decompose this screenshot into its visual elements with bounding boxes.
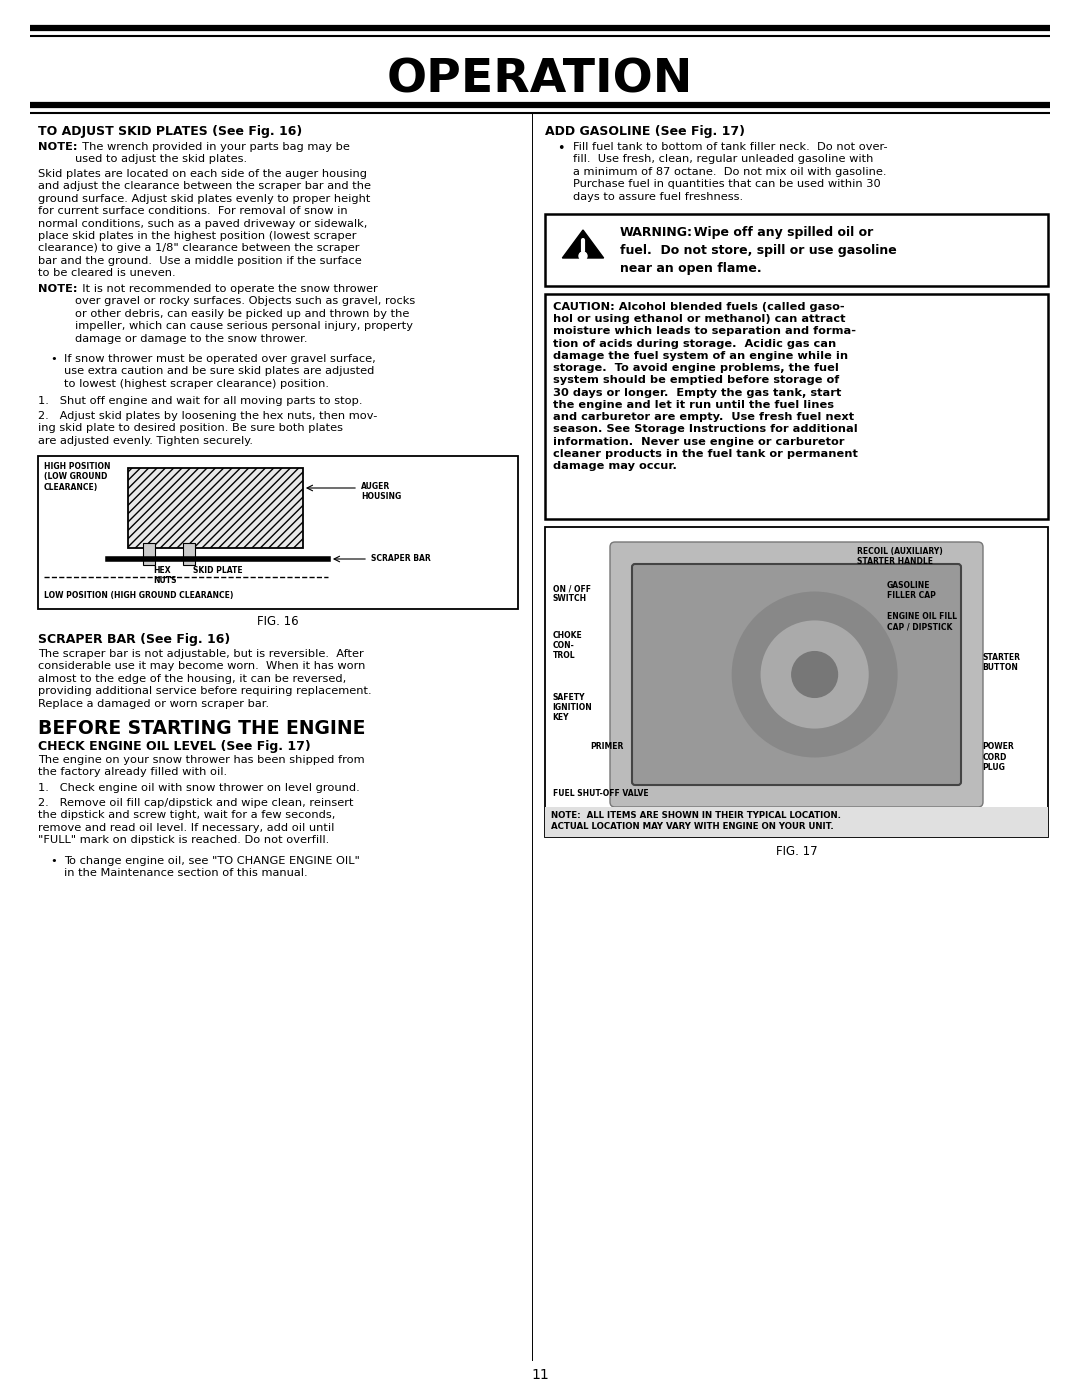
Text: CHOKE
CON-
TROL: CHOKE CON- TROL	[553, 631, 582, 659]
Text: AUGER
HOUSING: AUGER HOUSING	[361, 482, 402, 502]
FancyBboxPatch shape	[610, 542, 983, 807]
Text: The wrench provided in your parts bag may be
used to adjust the skid plates.: The wrench provided in your parts bag ma…	[75, 142, 350, 165]
Text: FIG. 17: FIG. 17	[775, 845, 818, 858]
Text: Fill fuel tank to bottom of tank filler neck.  Do not over-
fill.  Use fresh, cl: Fill fuel tank to bottom of tank filler …	[573, 142, 888, 201]
Text: FIG. 16: FIG. 16	[257, 615, 299, 629]
Text: SAFETY
IGNITION
KEY: SAFETY IGNITION KEY	[553, 693, 592, 722]
Text: BEFORE STARTING THE ENGINE: BEFORE STARTING THE ENGINE	[38, 719, 365, 738]
Circle shape	[579, 251, 588, 260]
Text: Skid plates are located on each side of the auger housing
and adjust the clearan: Skid plates are located on each side of …	[38, 169, 372, 278]
Circle shape	[761, 622, 867, 728]
Circle shape	[792, 651, 837, 697]
Text: 2.   Adjust skid plates by loosening the hex nuts, then mov-
ing skid plate to d: 2. Adjust skid plates by loosening the h…	[38, 411, 377, 446]
Text: •: •	[50, 353, 57, 365]
Text: LOW POSITION (HIGH GROUND CLEARANCE): LOW POSITION (HIGH GROUND CLEARANCE)	[44, 591, 233, 599]
Text: It is not recommended to operate the snow thrower
over gravel or rocky surfaces.: It is not recommended to operate the sno…	[75, 284, 415, 344]
FancyBboxPatch shape	[545, 527, 1048, 837]
FancyBboxPatch shape	[545, 293, 1048, 520]
FancyBboxPatch shape	[545, 214, 1048, 286]
Text: •: •	[50, 856, 57, 866]
FancyBboxPatch shape	[143, 543, 156, 564]
FancyBboxPatch shape	[38, 455, 518, 609]
Text: Wipe off any spilled oil or: Wipe off any spilled oil or	[685, 226, 874, 239]
FancyBboxPatch shape	[129, 468, 303, 548]
Text: WARNING:: WARNING:	[620, 226, 693, 239]
Text: near an open flame.: near an open flame.	[620, 263, 761, 275]
Text: NOTE:: NOTE:	[38, 284, 78, 293]
Text: PRIMER: PRIMER	[591, 742, 623, 752]
Circle shape	[733, 592, 896, 756]
Text: ADD GASOLINE (See Fig. 17): ADD GASOLINE (See Fig. 17)	[545, 124, 745, 138]
Text: To change engine oil, see "TO CHANGE ENGINE OIL"
in the Maintenance section of t: To change engine oil, see "TO CHANGE ENG…	[64, 856, 360, 879]
Text: SKID PLATE: SKID PLATE	[193, 566, 243, 576]
Text: fuel.  Do not store, spill or use gasoline: fuel. Do not store, spill or use gasolin…	[620, 244, 896, 257]
Text: OPERATION: OPERATION	[387, 57, 693, 102]
Text: 11: 11	[531, 1368, 549, 1382]
Text: FUEL SHUT-OFF VALVE: FUEL SHUT-OFF VALVE	[553, 789, 648, 798]
Text: HEX
NUTS: HEX NUTS	[153, 566, 176, 585]
Text: 2.   Remove oil fill cap/dipstick and wipe clean, reinsert
the dipstick and scre: 2. Remove oil fill cap/dipstick and wipe…	[38, 798, 353, 845]
FancyBboxPatch shape	[545, 807, 1048, 837]
Text: NOTE:: NOTE:	[38, 142, 78, 152]
Text: CAUTION: Alcohol blended fuels (called gaso-
hol or using ethanol or methanol) c: CAUTION: Alcohol blended fuels (called g…	[553, 302, 858, 471]
Text: GASOLINE
FILLER CAP: GASOLINE FILLER CAP	[887, 581, 936, 601]
Text: TO ADJUST SKID PLATES (See Fig. 16): TO ADJUST SKID PLATES (See Fig. 16)	[38, 124, 302, 138]
Text: HIGH POSITION
(LOW GROUND
CLEARANCE): HIGH POSITION (LOW GROUND CLEARANCE)	[44, 462, 110, 492]
Text: The engine on your snow thrower has been shipped from
the factory already filled: The engine on your snow thrower has been…	[38, 754, 365, 777]
FancyBboxPatch shape	[632, 564, 961, 785]
Text: ENGINE OIL FILL
CAP / DIPSTICK: ENGINE OIL FILL CAP / DIPSTICK	[887, 612, 957, 631]
Text: •: •	[557, 142, 565, 155]
Text: POWER
CORD
PLUG: POWER CORD PLUG	[983, 742, 1014, 771]
Text: ON / OFF
SWITCH: ON / OFF SWITCH	[553, 584, 591, 604]
Text: SCRAPER BAR: SCRAPER BAR	[372, 555, 431, 563]
Text: RECOIL (AUXILIARY)
STARTER HANDLE: RECOIL (AUXILIARY) STARTER HANDLE	[856, 548, 943, 566]
Text: The scraper bar is not adjustable, but is reversible.  After
considerable use it: The scraper bar is not adjustable, but i…	[38, 650, 372, 708]
Text: SCRAPER BAR (See Fig. 16): SCRAPER BAR (See Fig. 16)	[38, 633, 230, 645]
Text: 1.   Shut off engine and wait for all moving parts to stop.: 1. Shut off engine and wait for all movi…	[38, 395, 363, 407]
Text: If snow thrower must be operated over gravel surface,
use extra caution and be s: If snow thrower must be operated over gr…	[64, 353, 376, 388]
Polygon shape	[563, 231, 604, 258]
Text: CHECK ENGINE OIL LEVEL (See Fig. 17): CHECK ENGINE OIL LEVEL (See Fig. 17)	[38, 740, 311, 753]
FancyBboxPatch shape	[183, 543, 195, 564]
Text: 1.   Check engine oil with snow thrower on level ground.: 1. Check engine oil with snow thrower on…	[38, 782, 360, 793]
Text: NOTE:  ALL ITEMS ARE SHOWN IN THEIR TYPICAL LOCATION.
ACTUAL LOCATION MAY VARY W: NOTE: ALL ITEMS ARE SHOWN IN THEIR TYPIC…	[551, 812, 841, 831]
Text: STARTER
BUTTON: STARTER BUTTON	[983, 652, 1021, 672]
